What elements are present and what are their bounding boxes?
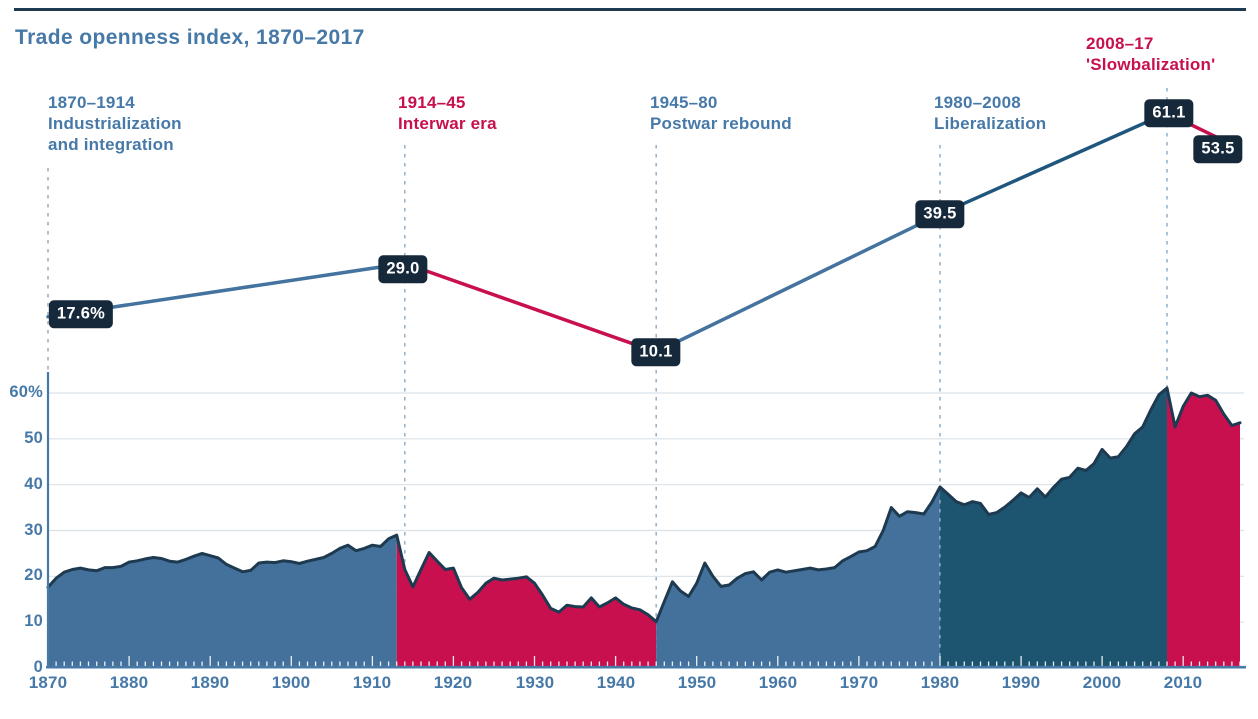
era-label-1914–45: 1914–45 Interwar era bbox=[398, 92, 497, 134]
x-axis-label-2000: 2000 bbox=[1082, 673, 1122, 692]
era-label-1945–80: 1945–80 Postwar rebound bbox=[650, 92, 792, 134]
era-label-line: Interwar era bbox=[398, 114, 497, 133]
x-axis-label-1970: 1970 bbox=[839, 673, 879, 692]
era-label-line: Liberalization bbox=[934, 114, 1047, 133]
era-label-line: 1980–2008 bbox=[934, 93, 1021, 112]
top-divider bbox=[14, 8, 1246, 11]
milestone-badge-2017: 53.5 bbox=[1193, 135, 1243, 163]
era-label-line: 1945–80 bbox=[650, 93, 718, 112]
x-axis-label-1980: 1980 bbox=[920, 673, 960, 692]
page-title: Trade openness index, 1870–2017 bbox=[15, 26, 365, 49]
era-label-line: Industrialization bbox=[48, 114, 182, 133]
y-axis-label-40: 40 bbox=[24, 475, 43, 493]
x-axis-label-1950: 1950 bbox=[677, 673, 717, 692]
milestone-badge-1980: 39.5 bbox=[915, 200, 965, 228]
x-axis-label-1880: 1880 bbox=[109, 673, 149, 692]
era-label-line: 'Slowbalization' bbox=[1086, 55, 1216, 74]
era-label-line: Postwar rebound bbox=[650, 114, 792, 133]
x-axis-label-1870: 1870 bbox=[28, 673, 68, 692]
y-axis-label-0: 0 bbox=[33, 658, 43, 676]
x-axis-label-1930: 1930 bbox=[515, 673, 555, 692]
series-outline bbox=[46, 386, 1242, 624]
x-axis-label-1890: 1890 bbox=[190, 673, 230, 692]
axes bbox=[46, 372, 1246, 669]
milestone-badge-1945: 10.1 bbox=[631, 338, 681, 366]
y-axis-label-50: 50 bbox=[24, 429, 43, 447]
y-axis-label-60: 60% bbox=[9, 383, 43, 401]
era-label-line: and integration bbox=[48, 135, 174, 154]
era-label-1980–2008: 1980–2008 Liberalization bbox=[934, 92, 1046, 134]
x-axis-label-1960: 1960 bbox=[758, 673, 798, 692]
x-axis-label-1990: 1990 bbox=[1001, 673, 1041, 692]
y-axis-label-10: 10 bbox=[24, 612, 43, 630]
x-axis-label-1940: 1940 bbox=[596, 673, 636, 692]
era-label-line: 1870–1914 bbox=[48, 93, 135, 112]
x-axis-label-1910: 1910 bbox=[352, 673, 392, 692]
y-axis-label-30: 30 bbox=[24, 521, 43, 539]
x-axis-label-2010: 2010 bbox=[1163, 673, 1203, 692]
milestone-badge-1870: 17.6% bbox=[48, 300, 114, 328]
era-label-line: 2008–17 bbox=[1086, 34, 1154, 53]
era-area-fills bbox=[48, 388, 1240, 668]
era-label-line: 1914–45 bbox=[398, 93, 466, 112]
x-axis-label-1900: 1900 bbox=[271, 673, 311, 692]
y-axis-label-20: 20 bbox=[24, 566, 43, 584]
milestone-badge-2008: 61.1 bbox=[1144, 99, 1194, 127]
era-label-2008–17: 2008–17 'Slowbalization' bbox=[1086, 33, 1215, 75]
milestone-badge-1914: 29.0 bbox=[378, 255, 428, 283]
era-label-1870–1914: 1870–1914 Industrialization and integratio… bbox=[48, 92, 182, 155]
x-axis-label-1920: 1920 bbox=[433, 673, 473, 692]
